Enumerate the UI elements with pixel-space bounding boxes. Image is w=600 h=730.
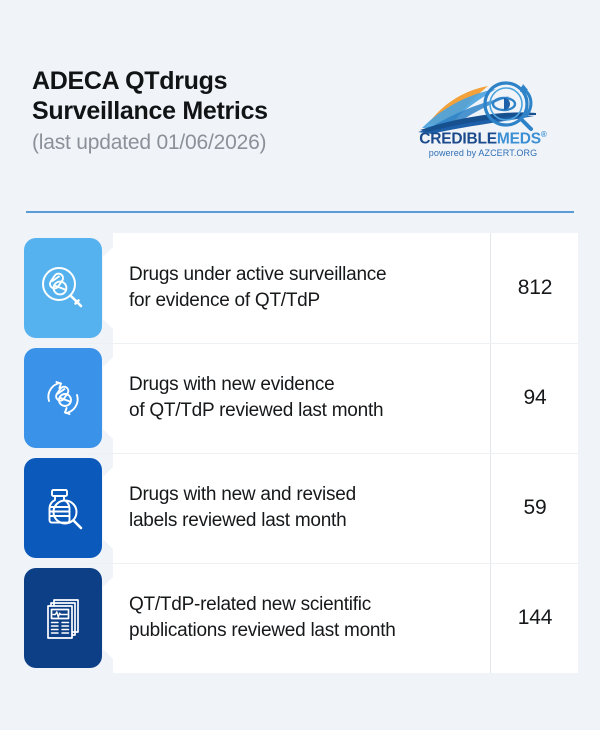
- metric-card: [103, 453, 578, 563]
- metric-label: Drugs under active surveillance for evid…: [129, 262, 479, 314]
- vial-magnifier-icon: [38, 483, 88, 533]
- metric-label-line-1: Drugs with new and revised: [129, 484, 356, 505]
- documents-ecg-icon: [38, 593, 88, 643]
- pills-refresh-icon: [38, 373, 88, 423]
- metric-value: 144: [517, 606, 553, 629]
- metric-row: Drugs under active surveillance for evid…: [0, 233, 600, 344]
- metric-value: 94: [523, 386, 547, 409]
- logo-tagline: powered by AZCERT.ORG: [428, 148, 538, 158]
- metric-label-line-1: QT/TdP-related new scientific: [129, 594, 371, 615]
- metric-row: QT/TdP-related new scientific publicatio…: [0, 563, 600, 673]
- metric-card: [103, 343, 578, 453]
- logo-wordmark: CREDIBLEMEDS®: [410, 130, 556, 148]
- row-separator: [84, 563, 578, 564]
- logo-word-credible-rest: REDIBLE: [430, 130, 497, 148]
- metric-label-line-2: for evidence of QT/TdP: [129, 290, 320, 311]
- metric-value: 812: [517, 276, 553, 299]
- metric-label-line-2: labels reviewed last month: [129, 510, 347, 531]
- metric-label: Drugs with new and revised labels review…: [129, 482, 479, 534]
- metric-card-content: QT/TdP-related new scientific publicatio…: [84, 563, 578, 673]
- metric-icon-tile-2: [24, 348, 102, 448]
- metric-card: [103, 563, 578, 673]
- metric-icon-tile-3: [24, 458, 102, 558]
- metric-row: Drugs with new and revised labels review…: [0, 453, 600, 564]
- metric-card-content: Drugs with new evidence of QT/TdP review…: [84, 343, 578, 453]
- metric-label: Drugs with new evidence of QT/TdP review…: [129, 372, 479, 424]
- metric-label: QT/TdP-related new scientific publicatio…: [129, 592, 479, 644]
- metric-label-line-1: Drugs under active surveillance: [129, 264, 387, 285]
- header-divider: [26, 211, 574, 213]
- page-title-line-2: Surveillance Metrics: [32, 97, 268, 125]
- row-separator: [84, 453, 578, 454]
- metric-label-line-1: Drugs with new evidence: [129, 374, 335, 395]
- header: ADECA QTdrugs Surveillance Metrics (last…: [32, 66, 578, 186]
- metric-icon-tile-4: [24, 568, 102, 668]
- crediblemeds-logo: CREDIBLEMEDS® powered by AZCERT.ORG: [410, 80, 556, 166]
- last-updated-subtitle: (last updated 01/06/2026): [32, 131, 267, 154]
- metric-value-cell: 59: [490, 453, 579, 563]
- metric-label-line-2: publications reviewed last month: [129, 620, 396, 641]
- metric-value-cell: 94: [490, 343, 579, 453]
- metric-label-line-2: of QT/TdP reviewed last month: [129, 400, 384, 421]
- logo-word-meds-rest: EDS: [509, 130, 541, 148]
- row-separator: [84, 343, 578, 344]
- metric-card-content: Drugs with new and revised labels review…: [84, 453, 578, 563]
- logo-word-meds-cap: M: [496, 130, 510, 148]
- title-block: ADECA QTdrugs Surveillance Metrics (last…: [32, 66, 412, 156]
- metric-icon-tile-1: [24, 238, 102, 338]
- logo-graphic-icon: [410, 80, 556, 136]
- registered-trademark-icon: ®: [540, 130, 547, 139]
- metric-value-cell: 144: [490, 563, 579, 673]
- page-title-line-1: ADECA QTdrugs: [32, 67, 228, 95]
- metric-value: 59: [523, 496, 547, 519]
- metric-value-cell: 812: [490, 233, 579, 343]
- metrics-list: Drugs under active surveillance for evid…: [0, 233, 600, 673]
- pills-magnifier-icon: [38, 263, 88, 313]
- metric-card-content: Drugs under active surveillance for evid…: [84, 233, 578, 343]
- metric-card: [103, 233, 578, 343]
- logo-word-credible-cap: C: [419, 130, 431, 148]
- metric-row: Drugs with new evidence of QT/TdP review…: [0, 343, 600, 454]
